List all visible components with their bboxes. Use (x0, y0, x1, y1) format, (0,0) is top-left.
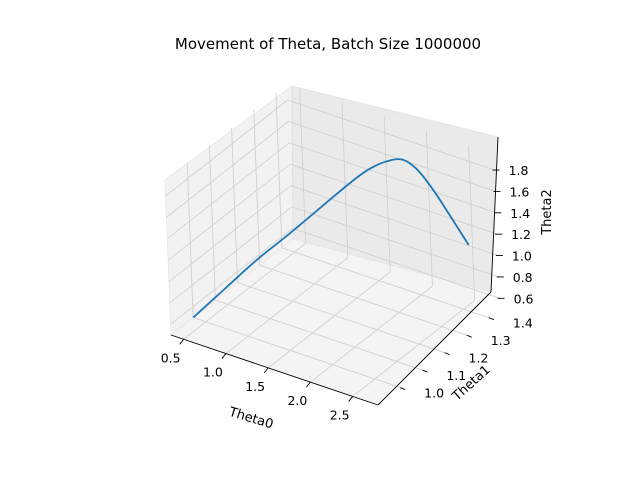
z-tick-label-5: 1.6 (509, 184, 529, 199)
grid-z-back-1 (291, 206, 499, 278)
x-tick-mark-2 (263, 367, 269, 374)
y-tick-label-3: 1.3 (491, 333, 511, 348)
grid-y-wall-0 (186, 162, 194, 318)
grid-x-floor-1 (225, 257, 349, 354)
grid-z-left-2 (168, 185, 292, 282)
grid-x-floor-0 (183, 242, 306, 340)
grid-x-wall-2 (383, 116, 391, 272)
grid-x-floor-4 (352, 300, 475, 397)
x-tick-label-4: 2.5 (330, 407, 350, 422)
grid-x-wall-0 (299, 88, 307, 244)
grid-z-left-3 (167, 163, 291, 261)
grid-y-floor-1 (215, 299, 423, 371)
x-axis-line (170, 334, 379, 406)
series-line-0 (192, 158, 470, 319)
x-axis-ticks: 0.5 1.0 1.5 2.0 2.5 (161, 339, 354, 422)
grid-y-wall-4 (275, 92, 283, 248)
y-tick-label-4: 1.4 (513, 316, 533, 331)
z-tick-label-0: 0.6 (514, 291, 534, 306)
z-axis-line (490, 136, 499, 293)
x-tick-label-3: 2.0 (287, 393, 307, 408)
y-tick-mark-2 (444, 352, 450, 356)
grid-y-wall-2 (231, 127, 238, 283)
x-tick-label-1: 1.0 (203, 365, 223, 380)
z-tick-label-6: 1.8 (509, 163, 529, 178)
x-tick-label-0: 0.5 (161, 350, 181, 365)
y-tick-mark-4 (488, 317, 495, 321)
grid-z-back-3 (289, 163, 498, 235)
y-tick-label-2: 1.2 (469, 351, 489, 366)
grid-y-floor-0 (193, 317, 401, 388)
grid-x-floor-2 (267, 271, 391, 369)
x-tick-mark-3 (306, 381, 311, 388)
grid-z-left-5 (166, 121, 289, 218)
z-axis-label: Theta2 (540, 189, 555, 236)
grid-y-floor-3 (259, 264, 467, 336)
x-axis-label: Theta0 (226, 405, 275, 433)
y-tick-mark-3 (466, 334, 472, 338)
grid-z-back-0 (292, 227, 500, 299)
z-axis-ticks: 0.6 0.8 1.0 1.2 1.4 1.6 1.8 (492, 163, 534, 306)
grid-x-wall-1 (341, 102, 349, 258)
grid-z-left-1 (169, 206, 293, 304)
grid-y-wall-1 (208, 145, 216, 301)
x-tick-mark-0 (179, 339, 185, 345)
grid-z-back-4 (289, 142, 497, 214)
y-tick-label-1: 1.1 (446, 368, 466, 383)
y-axis-ticks: 1.01.11.21.31.4 (400, 316, 533, 401)
grid-z-back-2 (290, 185, 499, 256)
z-tick-label-2: 1.0 (512, 249, 532, 264)
axis-lines (170, 136, 499, 406)
z-tick-label-1: 0.8 (513, 270, 533, 285)
grid-z-back-5 (288, 120, 496, 192)
z-tick-label-3: 1.2 (511, 227, 531, 242)
grid-y-wall-3 (253, 110, 261, 266)
y-tick-mark-0 (400, 387, 406, 390)
series-layer (192, 158, 470, 319)
x-tick-mark-4 (348, 396, 354, 402)
grid-x-wall-4 (468, 145, 476, 301)
grid-z-left-4 (166, 142, 290, 240)
grid-lines (165, 88, 500, 397)
grid-z-left-6 (165, 99, 288, 197)
y-tick-mark-1 (422, 369, 428, 373)
grid-y-floor-2 (237, 282, 445, 354)
x-tick-mark-1 (221, 353, 227, 359)
grid-x-wall-3 (425, 131, 433, 287)
z-tick-label-4: 1.4 (510, 206, 530, 221)
y-tick-label-0: 1.0 (424, 386, 444, 401)
grid-z-left-0 (170, 227, 293, 325)
grid-z-back-6 (287, 99, 495, 171)
grid-x-floor-3 (310, 285, 433, 383)
grid-y-floor-4 (281, 247, 490, 319)
y-axis-line (377, 291, 492, 406)
chart-title: Movement of Theta, Batch Size 1000000 (175, 35, 481, 53)
x-tick-label-2: 1.5 (245, 379, 265, 394)
